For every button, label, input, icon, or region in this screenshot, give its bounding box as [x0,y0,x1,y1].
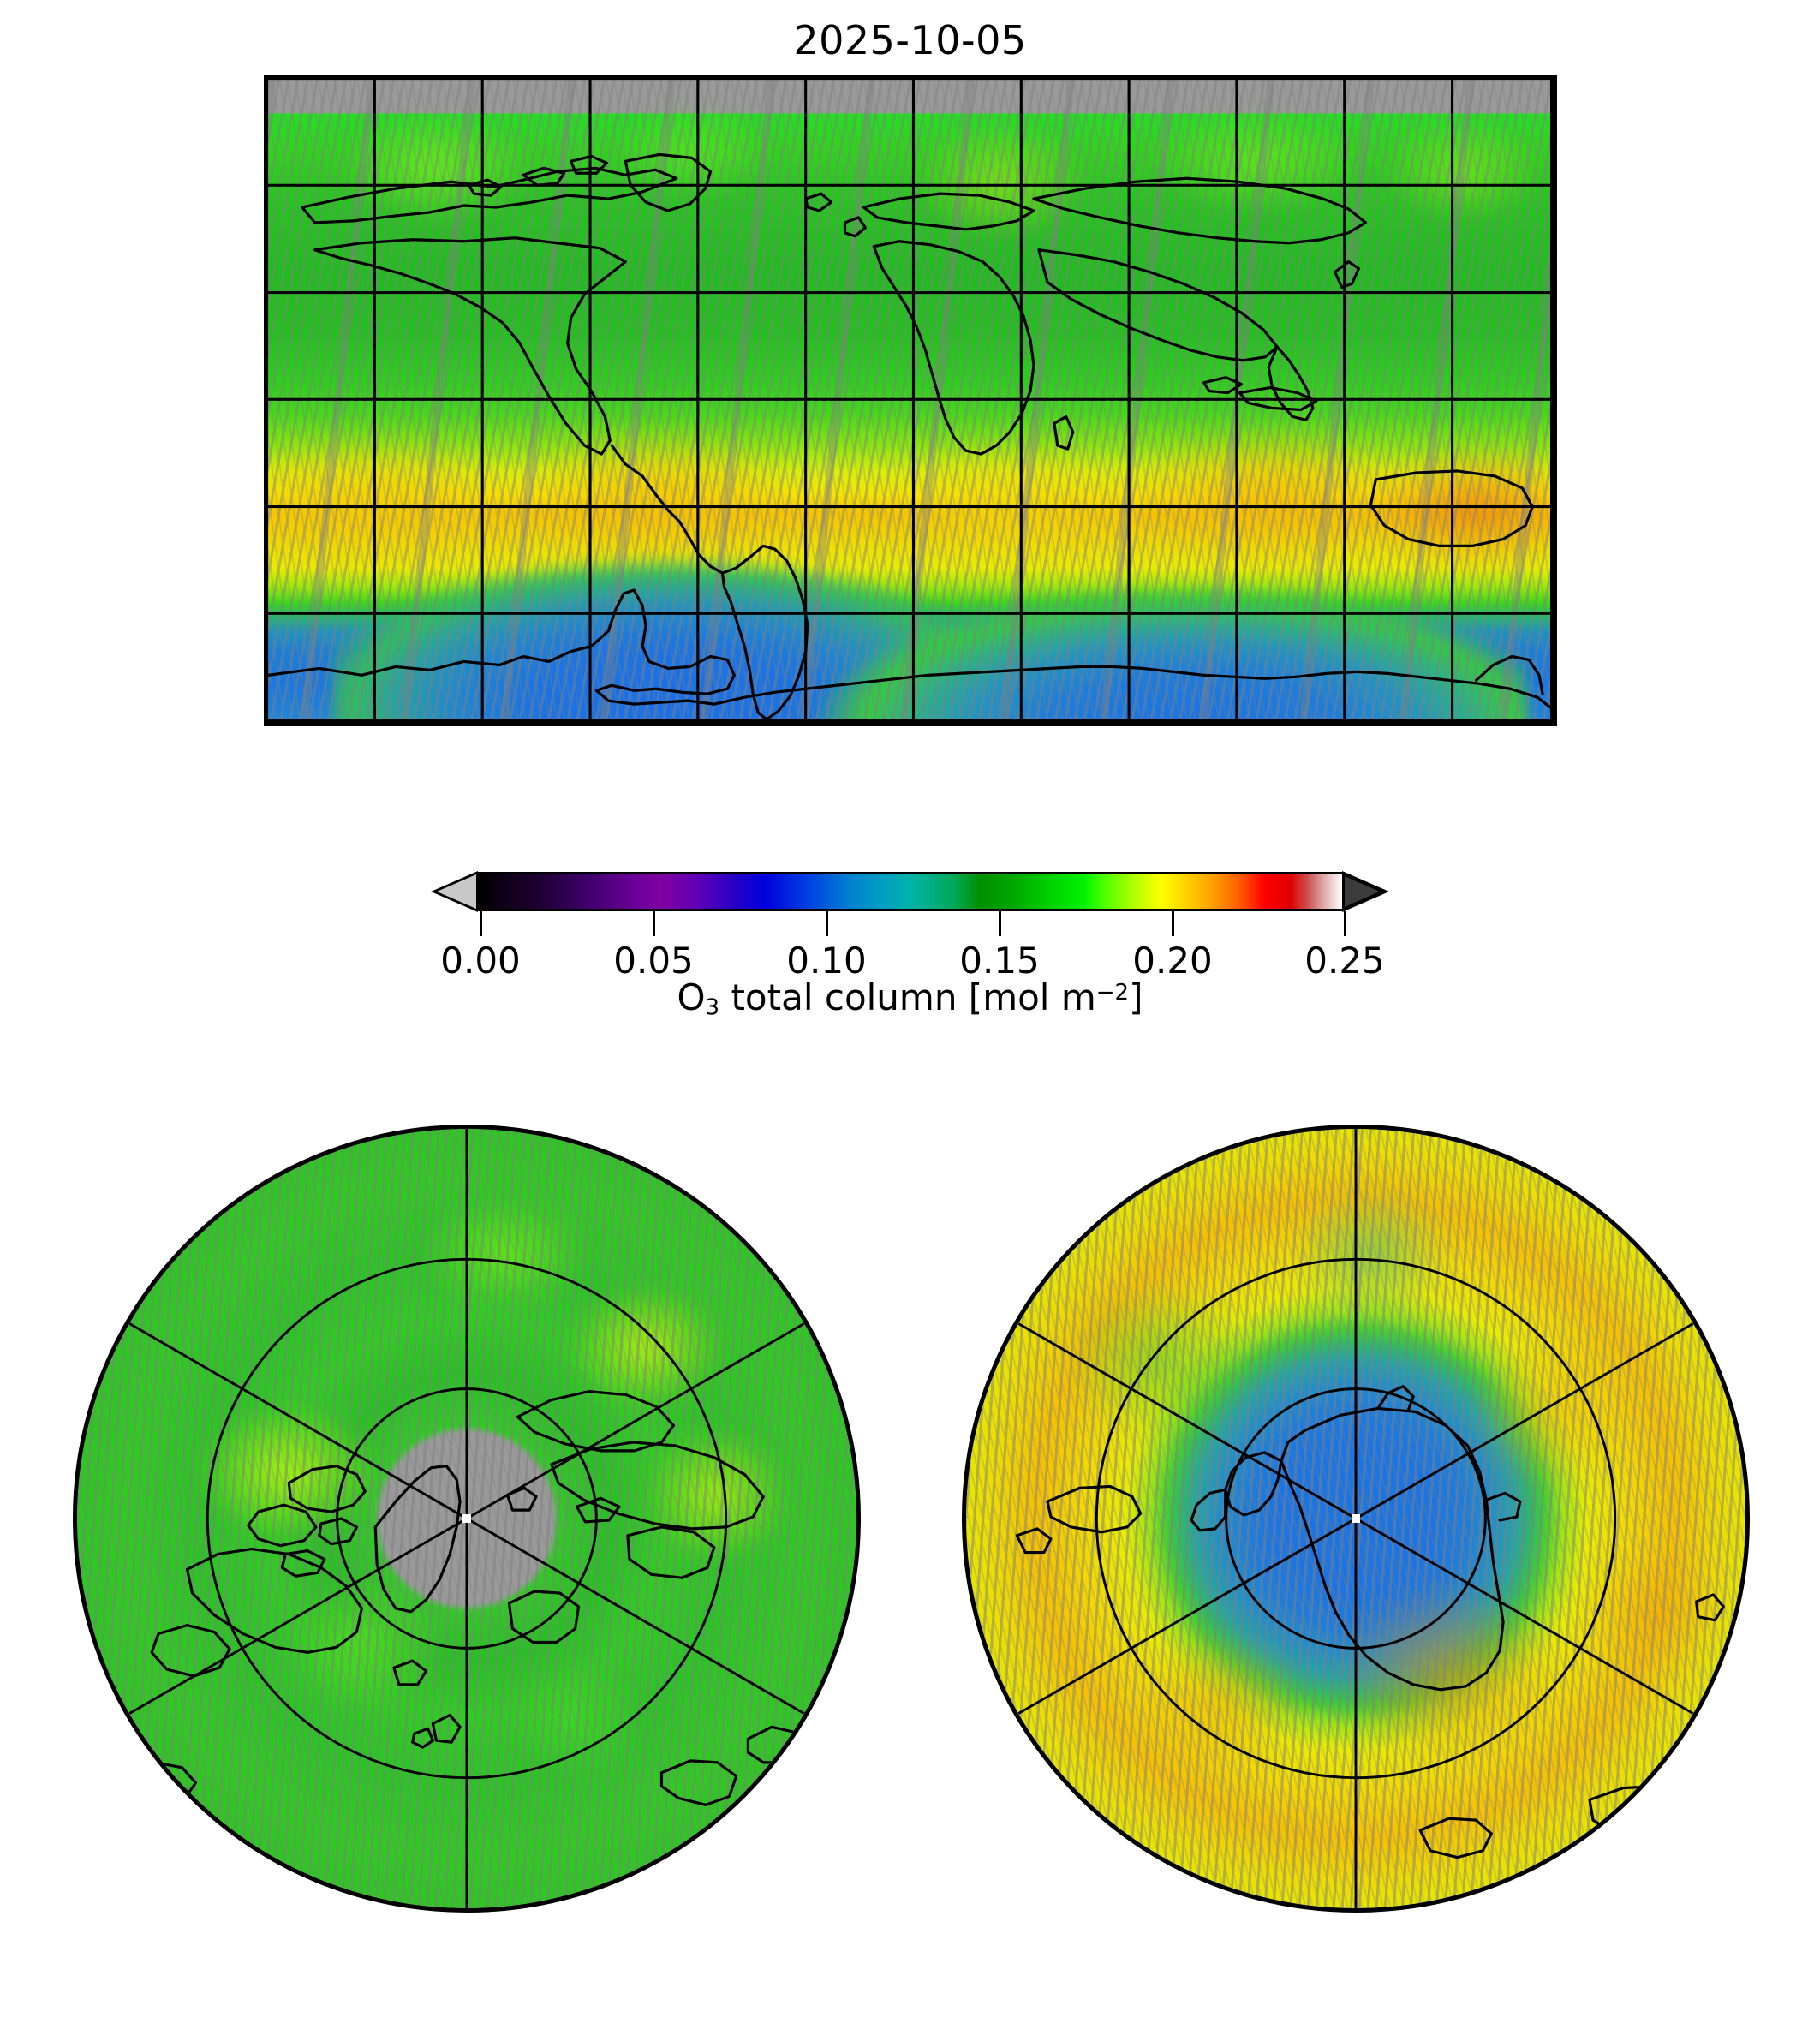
colorbar-label-subscript: 3 [705,994,720,1021]
colorbar[interactable]: 0.00 0.05 0.10 0.15 0.20 0.25 [431,871,1389,982]
colorbar-tick-1 [653,911,655,936]
map-graticule [268,80,1553,722]
colorbar-tick-2 [826,911,828,936]
colorbar-tick-5 [1344,911,1346,936]
colorbar-ticklabel-5: 0.25 [1304,940,1385,982]
north-coastline-overlay [126,1390,803,1806]
colorbar-ticklabel-4: 0.20 [1132,940,1213,982]
global-map-panel [264,75,1557,726]
colorbar-label-suffix: ] [1129,976,1143,1018]
colorbar-over-arrow [1340,874,1380,909]
colorbar-ticklabel-3: 0.15 [959,940,1040,982]
south-polar-panel [962,1125,1750,1913]
figure-title: 2025-10-05 [793,17,1027,63]
colorbar-under-arrow [437,874,476,909]
north-pole-marker [462,1514,471,1523]
north-polar-panel [73,1125,861,1913]
colorbar-axis-label: O3 total column [mol m−2] [0,976,1820,1021]
colorbar-label-prefix: O [677,976,706,1018]
south-pole-marker [1352,1514,1360,1523]
colorbar-gradient [477,872,1345,911]
south-polar-disc [962,1125,1750,1913]
colorbar-ticklabel-0: 0.00 [440,940,521,982]
colorbar-ticklabel-2: 0.10 [786,940,867,982]
colorbar-label-middle: total column [mol m [719,976,1096,1018]
colorbar-tick-0 [480,911,482,936]
colorbar-tick-3 [999,911,1001,936]
colorbar-tick-4 [1172,911,1174,936]
south-polar-graticule [1017,1129,1694,1908]
colorbar-ticklabel-1: 0.05 [613,940,694,982]
north-polar-disc [73,1125,861,1913]
colorbar-label-superscript: −2 [1095,980,1130,1006]
